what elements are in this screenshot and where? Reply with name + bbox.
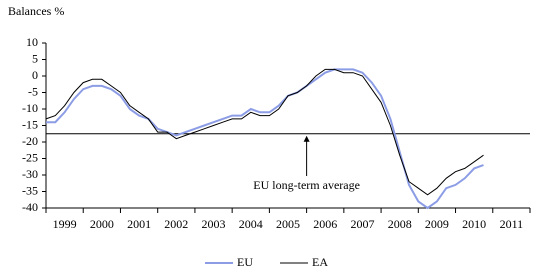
- y-tick-label: 10: [26, 35, 38, 49]
- y-tick-label: -10: [22, 101, 38, 115]
- x-tick-label: 1999: [53, 217, 77, 231]
- y-tick-label: -25: [22, 150, 38, 164]
- y-tick-label: -30: [22, 167, 38, 181]
- y-tick-label: -5: [28, 84, 38, 98]
- x-tick-label: 2009: [425, 217, 449, 231]
- y-tick-label: 0: [32, 68, 38, 82]
- arrow-head: [303, 135, 310, 142]
- x-tick-label: 2005: [276, 217, 300, 231]
- x-tick-label: 2001: [127, 217, 151, 231]
- y-tick-label: -35: [22, 183, 38, 197]
- x-tick-label: 2003: [202, 217, 226, 231]
- x-tick-label: 2006: [313, 217, 337, 231]
- annotation: EU long-term average: [253, 178, 360, 192]
- x-tick-label: 2008: [388, 217, 412, 231]
- x-tick-label: 2002: [164, 217, 188, 231]
- y-tick-label: 5: [32, 51, 38, 65]
- legend-label: EU: [237, 255, 253, 269]
- y-axis-label: Balances %: [8, 4, 64, 18]
- y-tick-label: -20: [22, 134, 38, 148]
- x-tick-label: 2010: [462, 217, 486, 231]
- x-tick-label: 2007: [350, 217, 374, 231]
- x-tick-label: 2011: [500, 217, 524, 231]
- y-tick-label: -15: [22, 117, 38, 131]
- y-tick-label: -40: [22, 200, 38, 214]
- series-line: [46, 68, 484, 210]
- x-tick-label: 2004: [239, 217, 263, 231]
- x-tick-label: 2000: [90, 217, 114, 231]
- series-line: [45, 68, 484, 196]
- legend-label: EA: [312, 255, 328, 269]
